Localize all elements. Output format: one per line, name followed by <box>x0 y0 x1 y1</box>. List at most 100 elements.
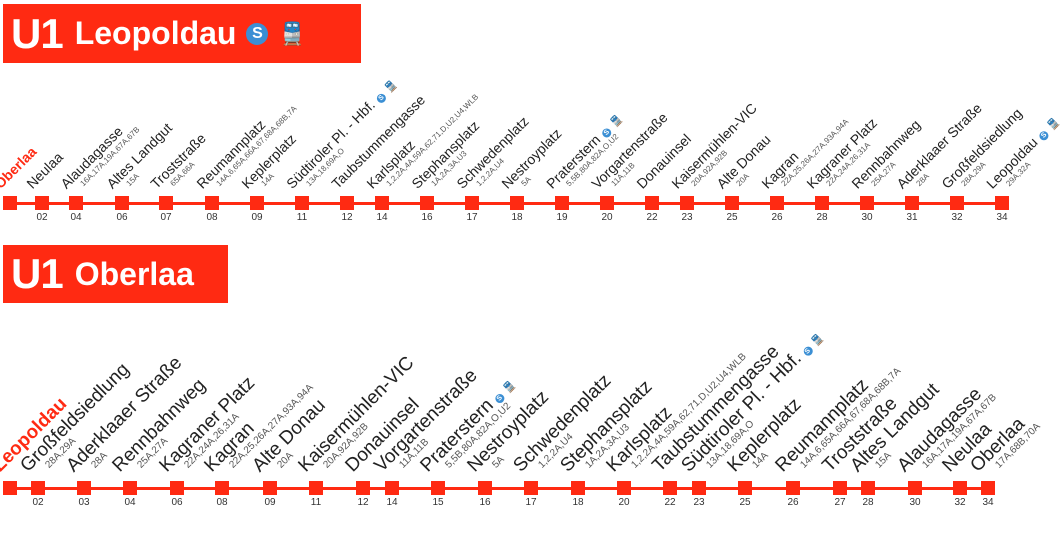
track-line <box>10 487 988 490</box>
station-stop[interactable] <box>309 481 323 495</box>
station-number: 09 <box>264 497 276 508</box>
station-number: 34 <box>982 497 994 508</box>
banner-to-leopoldau: U1 Leopoldau S 🚆 <box>3 4 361 63</box>
station-stop[interactable] <box>555 196 569 210</box>
station-stop[interactable] <box>524 481 538 495</box>
station-stop[interactable] <box>3 196 17 210</box>
line-label: U1 <box>11 9 64 57</box>
station-number: 19 <box>556 212 568 223</box>
station-number: 27 <box>834 497 846 508</box>
station-stop[interactable] <box>663 481 677 495</box>
station-stop[interactable] <box>340 196 354 210</box>
station-stop[interactable] <box>815 196 829 210</box>
station-number: 06 <box>171 497 183 508</box>
station-number: 14 <box>386 497 398 508</box>
train-icon: 🚆 <box>382 78 400 96</box>
station-stop[interactable] <box>205 196 219 210</box>
station-stop[interactable] <box>170 481 184 495</box>
station-stop[interactable] <box>215 481 229 495</box>
station-stop[interactable] <box>905 196 919 210</box>
station-stop[interactable] <box>250 196 264 210</box>
station-number: 08 <box>206 212 218 223</box>
station-number: 31 <box>906 212 918 223</box>
station-stop[interactable] <box>510 196 524 210</box>
station-stop[interactable] <box>263 481 277 495</box>
station-stop[interactable] <box>115 196 129 210</box>
station-number: 28 <box>816 212 828 223</box>
station-number: 23 <box>681 212 693 223</box>
station-stop[interactable] <box>31 481 45 495</box>
station-stop[interactable] <box>77 481 91 495</box>
train-icon: 🚆 <box>1045 116 1063 133</box>
station-stop[interactable] <box>295 196 309 210</box>
sbahn-icon: S <box>801 344 815 358</box>
station-stop[interactable] <box>69 196 83 210</box>
station-number: 04 <box>124 497 136 508</box>
station-stop[interactable] <box>680 196 694 210</box>
station-number: 18 <box>511 212 523 223</box>
train-icon: 🚆 <box>278 20 306 46</box>
station-stop[interactable] <box>860 196 874 210</box>
station-number: 15 <box>432 497 444 508</box>
station-number: 26 <box>787 497 799 508</box>
station-stop[interactable] <box>995 196 1009 210</box>
station-number: 22 <box>646 212 658 223</box>
station-stop[interactable] <box>833 481 847 495</box>
train-icon: 🚆 <box>608 113 625 130</box>
station-number: 16 <box>479 497 491 508</box>
station-number: 09 <box>251 212 263 223</box>
station-stop[interactable] <box>159 196 173 210</box>
station-number: 34 <box>996 212 1008 223</box>
station-number: 23 <box>693 497 705 508</box>
station-number: 17 <box>525 497 537 508</box>
station-stop[interactable] <box>692 481 706 495</box>
station-number: 18 <box>572 497 584 508</box>
station-label: Kagran 22A,25,26A,27A,93A,94A <box>758 117 850 193</box>
station-number: 32 <box>951 212 963 223</box>
sbahn-icon: S <box>1037 129 1051 142</box>
station-number: 17 <box>466 212 478 223</box>
station-stop[interactable] <box>600 196 614 210</box>
station-stop[interactable] <box>725 196 739 210</box>
station-number: 25 <box>739 497 751 508</box>
station-number: 28 <box>862 497 874 508</box>
station-number: 11 <box>310 497 322 508</box>
train-icon: 🚆 <box>809 331 826 349</box>
station-stop[interactable] <box>35 196 49 210</box>
station-stop[interactable] <box>950 196 964 210</box>
station-number: 20 <box>601 212 613 223</box>
destination-label: Leopoldau <box>74 15 237 51</box>
sbahn-icon: S <box>246 22 269 45</box>
station-stop[interactable] <box>908 481 922 495</box>
station-stop[interactable] <box>356 481 370 495</box>
station-stop[interactable] <box>123 481 137 495</box>
station-stop[interactable] <box>645 196 659 210</box>
station-number: 03 <box>78 497 90 508</box>
station-number: 04 <box>70 212 82 223</box>
station-number: 14 <box>376 212 388 223</box>
line-label: U1 <box>11 250 64 297</box>
station-stop[interactable] <box>571 481 585 495</box>
station-number: 11 <box>296 212 308 223</box>
station-stop[interactable] <box>420 196 434 210</box>
station-stop[interactable] <box>953 481 967 495</box>
train-icon: 🚆 <box>501 378 518 396</box>
station-number: 08 <box>216 497 228 508</box>
station-stop[interactable] <box>465 196 479 210</box>
station-stop[interactable] <box>385 481 399 495</box>
station-number: 32 <box>954 497 966 508</box>
station-stop[interactable] <box>770 196 784 210</box>
station-number: 07 <box>160 212 172 223</box>
station-number: 12 <box>357 497 369 508</box>
station-stop[interactable] <box>478 481 492 495</box>
station-stop[interactable] <box>861 481 875 495</box>
station-stop[interactable] <box>738 481 752 495</box>
track-line <box>10 202 1002 205</box>
station-stop[interactable] <box>981 481 995 495</box>
station-stop[interactable] <box>617 481 631 495</box>
station-stop[interactable] <box>786 481 800 495</box>
station-number: 02 <box>36 212 48 223</box>
station-stop[interactable] <box>431 481 445 495</box>
station-stop[interactable] <box>375 196 389 210</box>
station-stop[interactable] <box>3 481 17 495</box>
